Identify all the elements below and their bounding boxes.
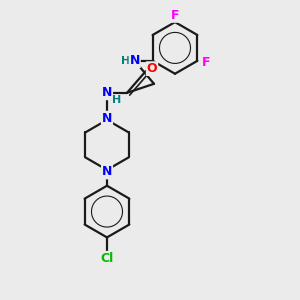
Text: N: N [102,112,112,125]
Text: H: H [121,56,130,66]
Text: F: F [202,56,211,69]
Text: F: F [171,9,179,22]
Text: N: N [102,112,112,125]
Text: Cl: Cl [100,252,114,265]
Text: H: H [112,95,122,105]
Text: O: O [147,62,157,75]
Text: N: N [102,86,112,99]
Text: N: N [130,54,140,67]
Text: N: N [102,166,112,178]
